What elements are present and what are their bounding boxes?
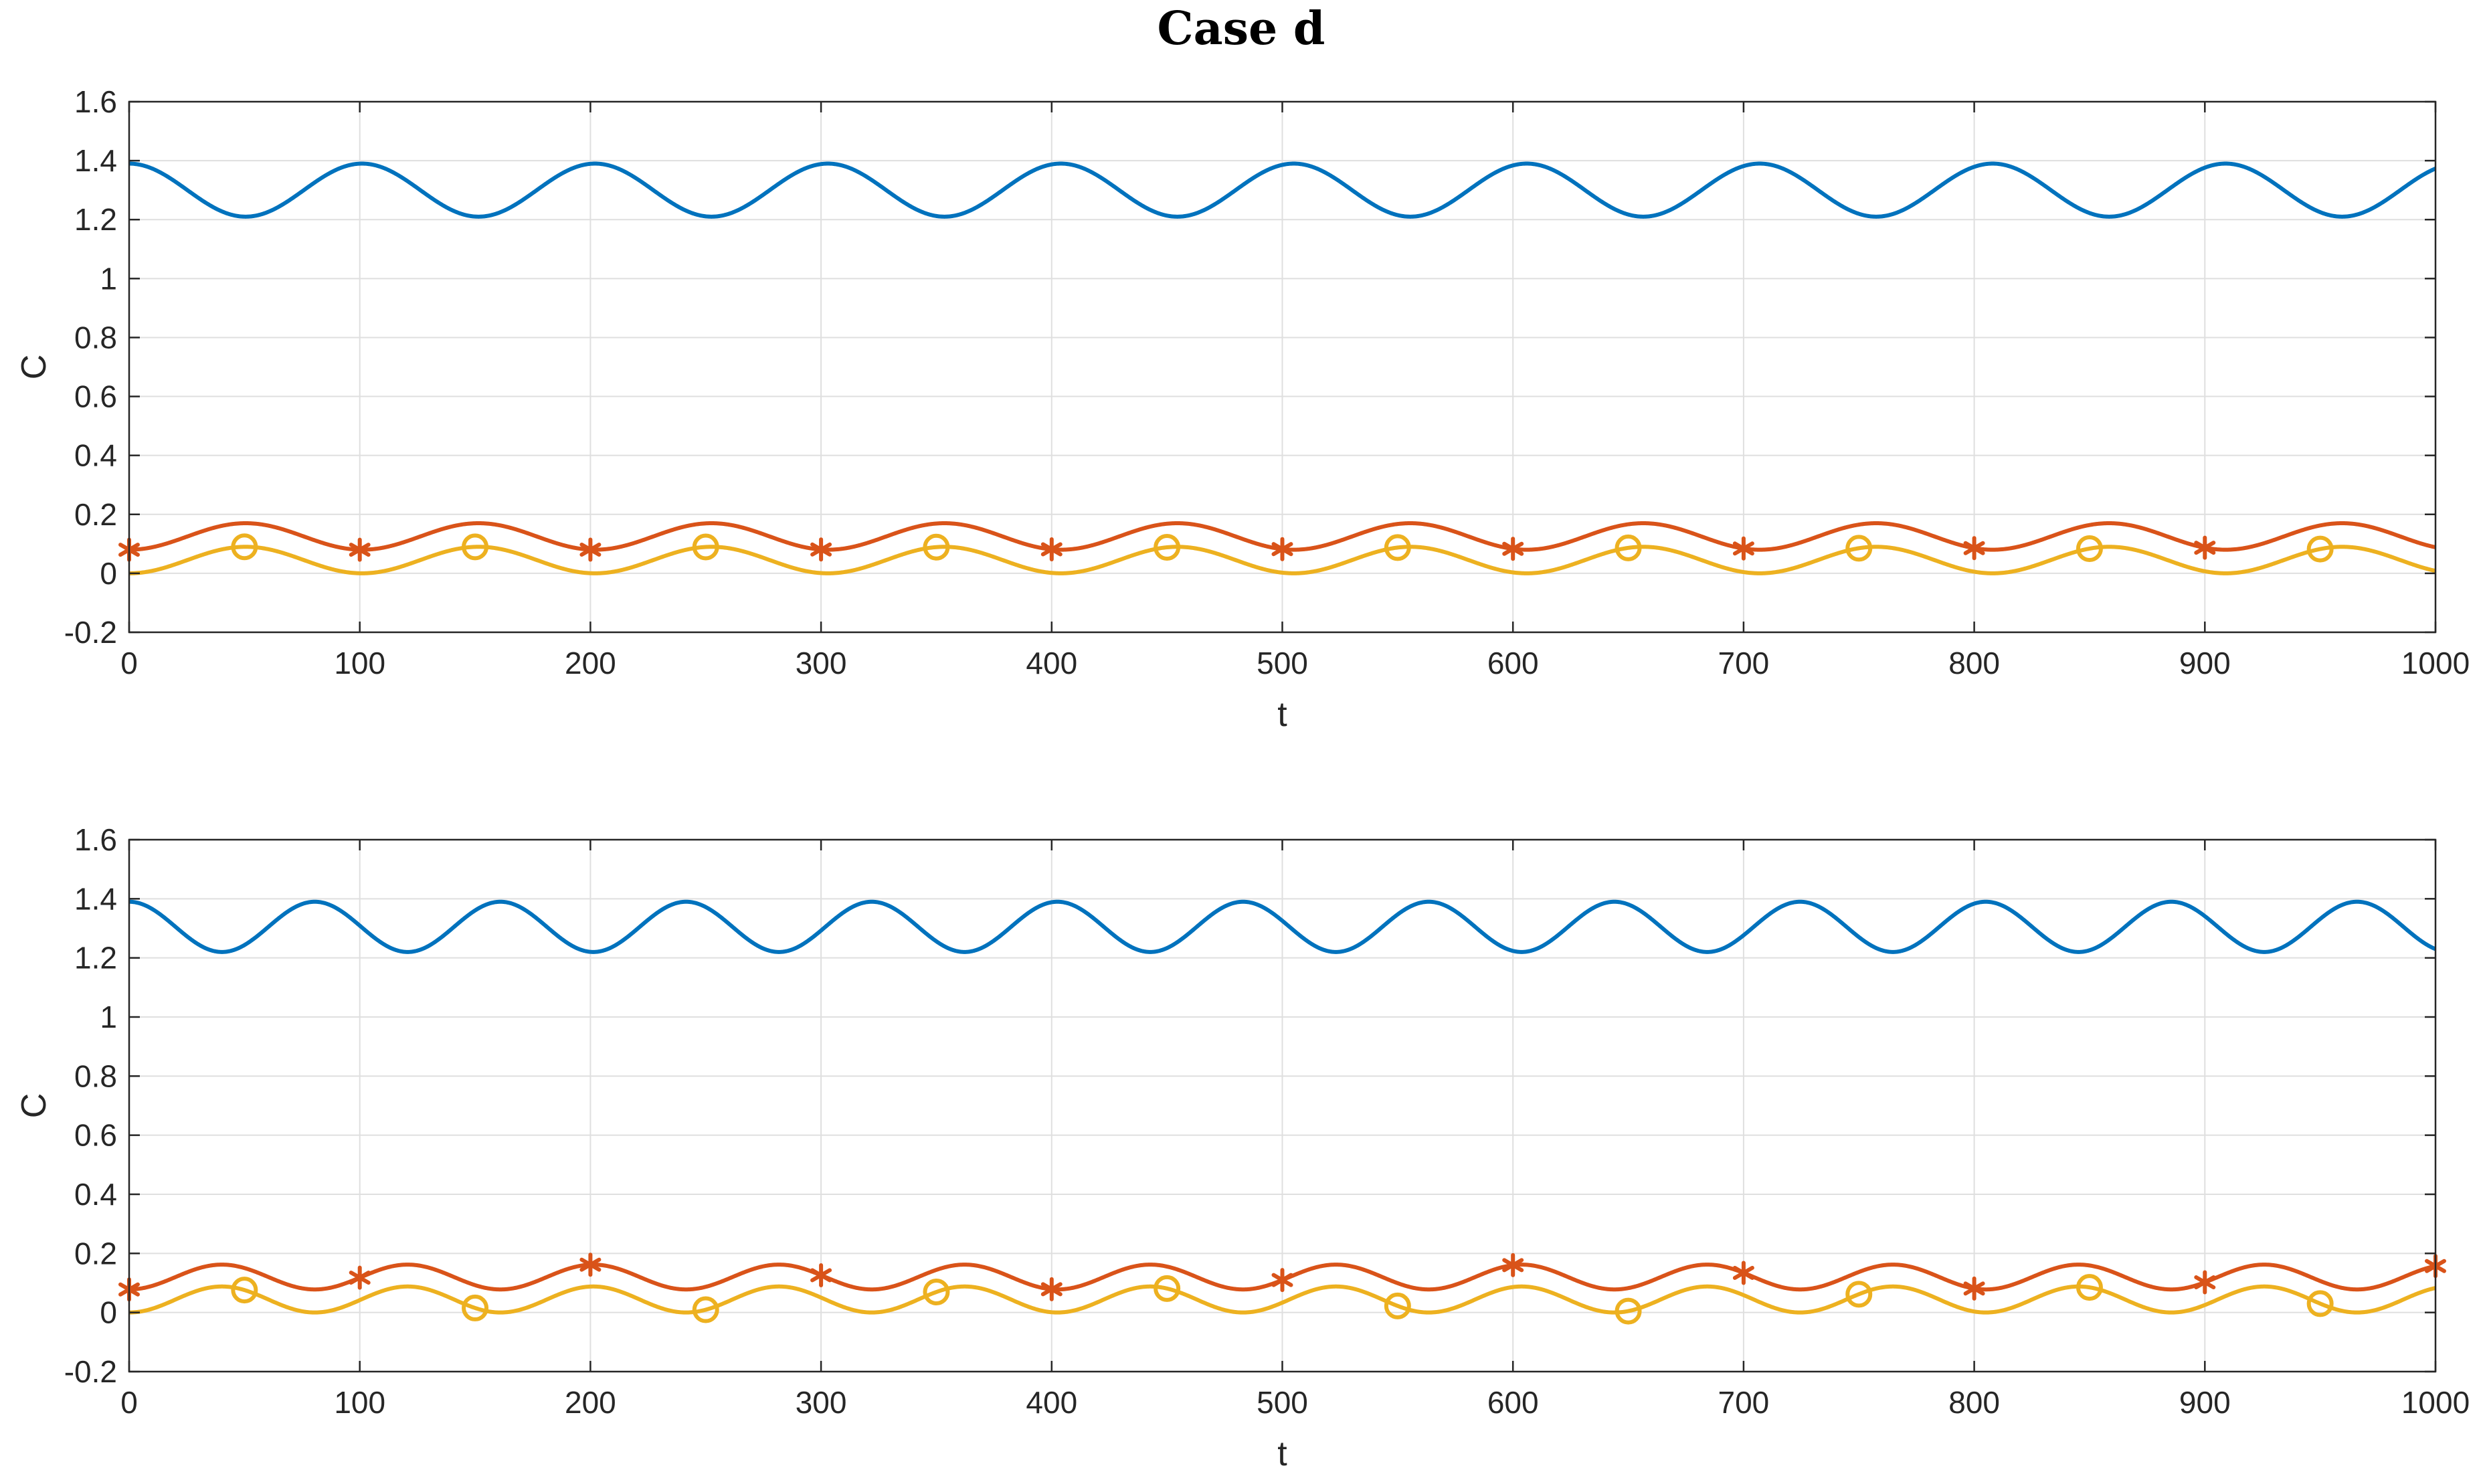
top-series-3-line [129, 545, 2435, 575]
bottom-y-axis-label: C [15, 1093, 54, 1119]
bottom-series-3-circle-marker [692, 1296, 719, 1323]
top-x-tick-label: 300 [796, 646, 847, 680]
top-y-tick-label: -0.2 [64, 615, 117, 650]
bottom-series-3-circle-marker [2306, 1290, 2334, 1317]
bottom-x-tick-label: 600 [1487, 1385, 1539, 1420]
bottom-x-tick-label: 100 [334, 1385, 385, 1420]
bottom-x-tick-label: 1000 [2401, 1385, 2470, 1420]
top-x-tick-label: 100 [334, 646, 385, 680]
top-y-tick-label: 0.2 [74, 497, 117, 532]
bottom-series-3-circle-marker [2076, 1274, 2103, 1301]
bottom-series-1-line [129, 899, 2435, 954]
top-x-tick-label: 600 [1487, 646, 1539, 680]
bottom-x-tick-label: 400 [1026, 1385, 1077, 1420]
bottom-y-tick-label: -0.2 [64, 1354, 117, 1389]
bottom-series-3-circle-marker [923, 1279, 950, 1306]
top-series-2-asterisk-marker [1963, 536, 1985, 561]
top-series-1-line [129, 161, 2435, 219]
top-series-2-asterisk-marker [2194, 535, 2216, 560]
top-x-tick-label: 500 [1257, 646, 1308, 680]
bottom-series-2-asterisk-marker [1963, 1276, 1985, 1301]
bottom-x-tick-label: 200 [565, 1385, 616, 1420]
bottom-series-2-asterisk-marker [1732, 1261, 1754, 1285]
top-series-2-asterisk-marker [579, 537, 602, 562]
bottom-x-tick-label: 300 [796, 1385, 847, 1420]
bottom-y-tick-label: 0.2 [74, 1236, 117, 1271]
top-series-3-circle-marker [2306, 535, 2334, 563]
bottom-x-tick-label: 900 [2179, 1385, 2231, 1420]
bottom-y-tick-label: 0.8 [74, 1058, 117, 1093]
top-y-tick-label: 0.8 [74, 320, 117, 355]
bottom-y-tick-label: 0.6 [74, 1118, 117, 1153]
bottom-series-3-circle-marker [231, 1277, 258, 1304]
top-x-tick-label: 0 [120, 646, 138, 680]
top-y-tick-label: 0.6 [74, 379, 117, 414]
top-y-tick-label: 1 [100, 261, 117, 296]
top-series-3-circle-marker [231, 533, 258, 561]
top-series-3-circle-marker [462, 533, 489, 561]
top-x-tick-label: 700 [1718, 646, 1770, 680]
bottom-x-axis-label: t [1277, 1434, 1287, 1473]
top-series-2-asterisk-marker [1271, 537, 1293, 561]
bottom-series-3-line [129, 1284, 2435, 1315]
bottom-x-tick-label: 500 [1257, 1385, 1308, 1420]
top-x-tick-label: 1000 [2401, 646, 2470, 680]
top-series-3-circle-marker [1845, 535, 1873, 562]
top-x-tick-label: 800 [1948, 646, 2000, 680]
top-series-2-asterisk-marker [1732, 536, 1754, 561]
top-series-3-circle-marker [2076, 535, 2103, 562]
bottom-series-2-asterisk-marker [1271, 1268, 1293, 1293]
top-series-2-asterisk-marker [810, 537, 832, 562]
top-y-tick-label: 1.2 [74, 202, 117, 237]
top-series-3-circle-marker [692, 533, 719, 561]
bottom-y-tick-label: 1.4 [74, 881, 117, 916]
top-y-tick-label: 0 [100, 556, 117, 591]
bottom-y-tick-label: 1.6 [74, 822, 117, 857]
top-y-tick-label: 0.4 [74, 438, 117, 473]
bottom-series-2-asterisk-marker [810, 1263, 832, 1287]
bottom-series-3-circle-marker [1845, 1281, 1873, 1308]
top-x-tick-label: 200 [565, 646, 616, 680]
bottom-series-2-asterisk-marker [1502, 1253, 1524, 1277]
bottom-series-3-circle-marker [1384, 1292, 1411, 1319]
bottom-series-2-asterisk-marker [349, 1265, 371, 1290]
top-series-2-asterisk-marker [1502, 537, 1524, 561]
bottom-series-3-circle-marker [1615, 1297, 1642, 1325]
figure-title: Case d [1158, 2, 1325, 56]
bottom-series-2-asterisk-marker [1040, 1277, 1063, 1301]
top-series-3-circle-marker [923, 533, 950, 561]
bottom-y-tick-label: 1.2 [74, 941, 117, 976]
bottom-series-2-asterisk-marker [2194, 1270, 2216, 1295]
bottom-y-tick-label: 0 [100, 1295, 117, 1330]
top-series-2-asterisk-marker [349, 537, 371, 562]
bottom-y-tick-label: 0.4 [74, 1177, 117, 1212]
top-series-3-circle-marker [1154, 534, 1181, 561]
top-x-tick-label: 400 [1026, 646, 1077, 680]
top-series-2-asterisk-marker [1040, 537, 1063, 562]
bottom-plot-panel: 0 100 200 300 400 500 600 700 800 900 1000-0.200.2… [15, 822, 2470, 1473]
top-series-3-circle-marker [1615, 534, 1642, 561]
top-x-tick-label: 900 [2179, 646, 2231, 680]
bottom-x-tick-label: 0 [120, 1385, 138, 1420]
top-series-3-circle-marker [1384, 534, 1411, 561]
top-x-axis-label: t [1277, 695, 1287, 734]
bottom-x-tick-label: 700 [1718, 1385, 1770, 1420]
bottom-series-2-asterisk-marker [579, 1253, 602, 1277]
bottom-y-tick-label: 1 [100, 1000, 117, 1034]
bottom-series-3-circle-marker [462, 1294, 489, 1321]
top-plot-panel: 0 100 200 300 400 500 600 700 800 900 1000-0.200.2… [15, 84, 2470, 734]
top-y-tick-label: 1.6 [74, 84, 117, 119]
bottom-series-3-circle-marker [1154, 1275, 1181, 1302]
top-y-axis-label: C [15, 355, 54, 380]
top-y-tick-label: 1.4 [74, 143, 117, 178]
bottom-x-tick-label: 800 [1948, 1385, 2000, 1420]
